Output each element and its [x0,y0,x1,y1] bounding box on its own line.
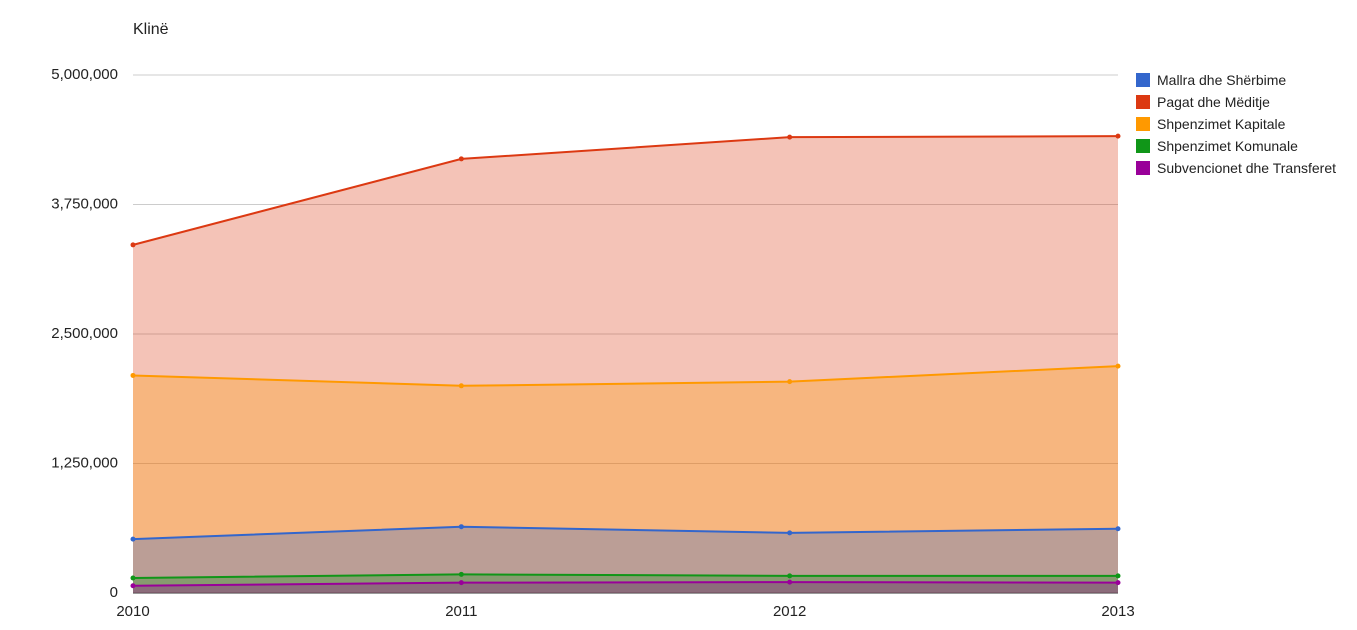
point [787,134,793,140]
point [1115,133,1121,139]
legend: Mallra dhe Shërbime Pagat dhe Mëditje Shpe… [1136,72,1351,182]
legend-label: Pagat dhe Mëditje [1157,94,1270,110]
point [458,580,464,586]
y-tick-label: 0 [110,584,118,601]
point [1115,363,1121,369]
point [130,372,136,378]
legend-item: Shpenzimet Komunale [1136,138,1351,155]
y-tick-label: 2,500,000 [51,325,118,342]
legend-item: Shpenzimet Kapitale [1136,116,1351,133]
line [132,135,1119,246]
legend-label: Subvencionet dhe Transferet [1157,160,1337,176]
chart-title: Klinë [133,21,169,38]
y-tick-label: 5,000,000 [51,66,118,83]
point [787,530,793,536]
line [132,525,1119,541]
legend-label: Shpenzimet Kapitale [1157,116,1286,132]
point [1115,526,1121,532]
point [130,536,136,542]
point [458,524,464,530]
point [458,571,464,577]
point [458,156,464,162]
area [133,366,1118,593]
point [787,579,793,585]
point [130,583,136,589]
area [133,136,1118,593]
point [787,379,793,385]
point [1115,573,1121,579]
line [132,573,1118,579]
legend-label: Mallra dhe Shërbime [1157,72,1287,88]
x-tick-label: 2012 [773,603,806,620]
y-tick-label: 3,750,000 [51,195,118,212]
line [132,365,1119,387]
point [130,575,136,581]
legend-item: Pagat dhe Mëditje [1136,94,1351,111]
point [458,383,464,389]
legend-item: Mallra dhe Shërbime [1136,72,1351,89]
y-tick-label: 1,250,000 [51,454,118,471]
x-tick-label: 2013 [1101,603,1134,620]
area [133,574,1118,593]
point [130,242,136,248]
x-tick-label: 2011 [445,603,477,620]
legend-swatch [1136,139,1150,153]
legend-swatch [1136,161,1150,175]
legend-swatch [1136,73,1150,87]
point [1115,580,1121,586]
legend-swatch [1136,117,1150,131]
point [787,573,793,579]
legend-label: Shpenzimet Komunale [1157,138,1298,154]
legend-swatch [1136,95,1150,109]
x-tick-label: 2010 [116,603,149,620]
legend-item: Subvencionet dhe Transferet [1136,160,1351,177]
line [132,581,1119,587]
area [133,582,1118,593]
